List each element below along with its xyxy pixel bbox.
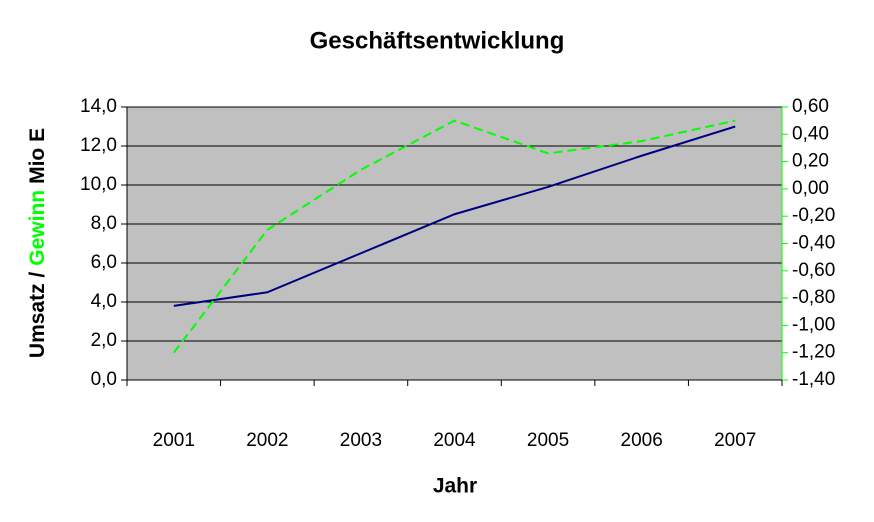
y2-tick-label: 0,20 xyxy=(792,151,829,172)
y2-tick-label: -0,80 xyxy=(792,287,835,308)
x-tick-label: 2004 xyxy=(433,430,476,451)
x-tick-label: 2005 xyxy=(527,430,569,451)
y-tick-label: 14,0 xyxy=(80,96,117,117)
x-tick-label: 2003 xyxy=(340,430,382,451)
y-tick-label: 10,0 xyxy=(80,174,117,195)
y2-tick-label: 0,60 xyxy=(792,96,829,117)
y2-tick-label: -1,00 xyxy=(792,314,835,335)
y-axis-title-part: Mio E xyxy=(26,128,49,184)
y-tick-label: 12,0 xyxy=(80,135,117,156)
plot-area xyxy=(127,107,782,380)
y2-tick-label: -1,20 xyxy=(792,342,835,363)
y2-tick-label: -0,20 xyxy=(792,205,835,226)
x-tick-label: 2006 xyxy=(621,430,663,451)
y2-tick-label: -0,60 xyxy=(792,260,835,281)
chart-title: Geschäftsentwicklung xyxy=(310,27,565,54)
series-line xyxy=(172,119,736,354)
series-line xyxy=(173,125,736,307)
y-axis-title-part: Umsatz / xyxy=(26,272,49,359)
y-tick-label: 4,0 xyxy=(91,291,117,312)
y-axis-title-part: Gewinn xyxy=(26,190,49,266)
y2-tick-label: -0,40 xyxy=(792,233,835,254)
y-tick-label: 2,0 xyxy=(91,330,117,351)
x-tick-label: 2002 xyxy=(246,430,288,451)
y-tick-label: 6,0 xyxy=(91,252,117,273)
y2-tick-label: 0,00 xyxy=(792,178,829,199)
x-tick-label: 2007 xyxy=(714,430,756,451)
y2-tick-label: -1,40 xyxy=(792,369,835,390)
x-tick-label: 2001 xyxy=(153,430,195,451)
x-axis-title: Jahr xyxy=(433,475,477,498)
y-tick-label: 8,0 xyxy=(91,213,117,234)
y-tick-label: 0,0 xyxy=(91,369,117,390)
y2-tick-label: 0,40 xyxy=(792,123,829,144)
y-axis-title: Umsatz / Gewinn Mio E xyxy=(26,128,49,358)
